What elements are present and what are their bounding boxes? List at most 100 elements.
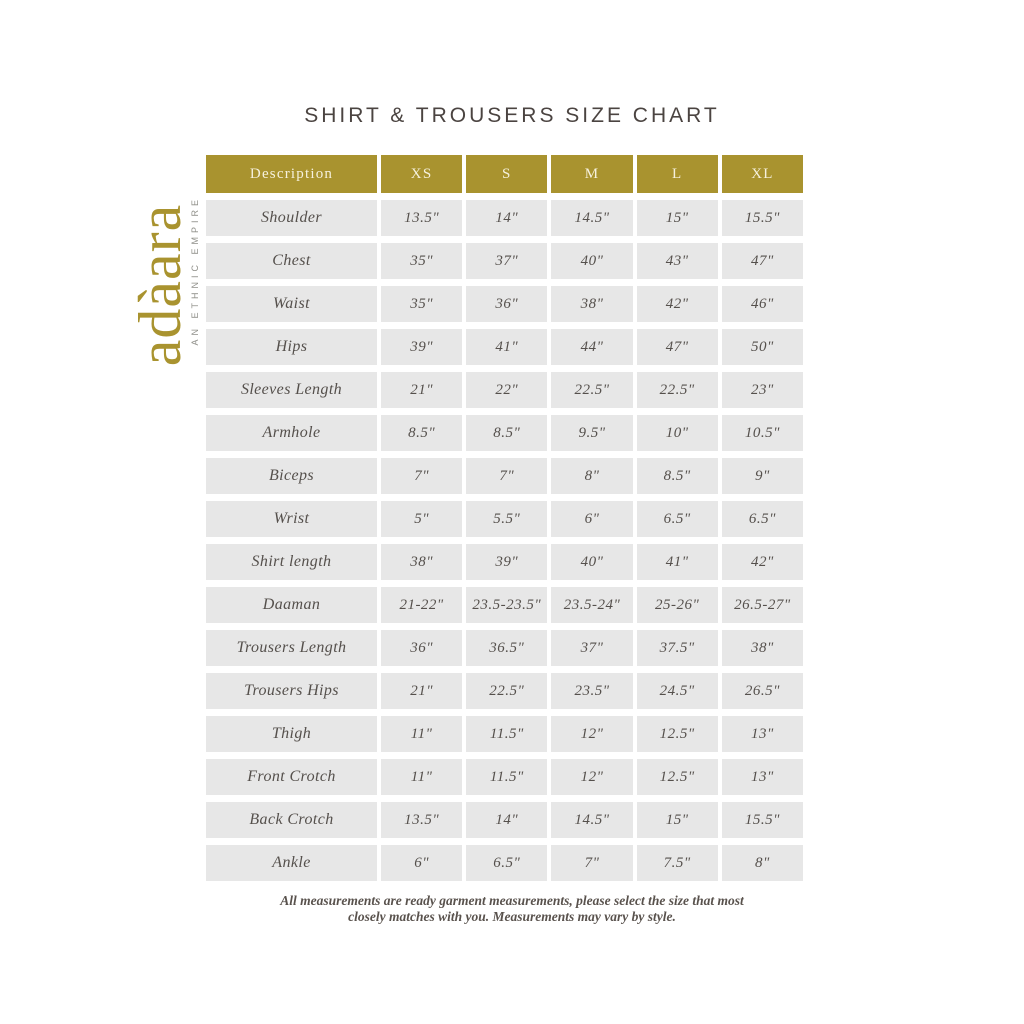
footer-line-1: All measurements are ready garment measu… <box>280 893 744 908</box>
row-label: Wrist <box>206 501 377 537</box>
measurement-cell: 22" <box>466 372 548 408</box>
measurement-cell: 38" <box>381 544 463 580</box>
measurement-cell: 13.5" <box>381 802 463 838</box>
measurement-cell: 15" <box>636 802 718 838</box>
row-label: Hips <box>206 329 377 365</box>
measurement-cell: 26.5" <box>721 673 803 709</box>
row-label: Sleeves Length <box>206 372 377 408</box>
measurement-cell: 13.5" <box>381 200 463 236</box>
measurement-cell: 23.5-23.5" <box>466 587 548 623</box>
footer-note: All measurements are ready garment measu… <box>0 893 1024 924</box>
header-cell-xs: XS <box>381 155 463 193</box>
measurement-cell: 7" <box>466 458 548 494</box>
measurement-cell: 40" <box>551 243 633 279</box>
measurement-cell: 6.5" <box>466 845 548 881</box>
measurement-cell: 42" <box>636 286 718 322</box>
row-label: Daaman <box>206 587 377 623</box>
measurement-cell: 14.5" <box>551 200 633 236</box>
measurement-cell: 25-26" <box>636 587 718 623</box>
measurement-cell: 14.5" <box>551 802 633 838</box>
measurement-cell: 6" <box>551 501 633 537</box>
measurement-cell: 21" <box>381 372 463 408</box>
measurement-cell: 23" <box>721 372 803 408</box>
measurement-cell: 21" <box>381 673 463 709</box>
measurement-cell: 10.5" <box>721 415 803 451</box>
measurement-cell: 5.5" <box>466 501 548 537</box>
measurement-cell: 11.5" <box>466 716 548 752</box>
measurement-cell: 35" <box>381 243 463 279</box>
measurement-cell: 10" <box>636 415 718 451</box>
row-label: Chest <box>206 243 377 279</box>
measurement-cell: 9" <box>721 458 803 494</box>
measurement-cell: 8.5" <box>636 458 718 494</box>
row-label: Thigh <box>206 716 377 752</box>
measurement-cell: 46" <box>721 286 803 322</box>
measurement-cell: 38" <box>721 630 803 666</box>
measurement-cell: 41" <box>636 544 718 580</box>
measurement-cell: 6.5" <box>721 501 803 537</box>
measurement-cell: 47" <box>636 329 718 365</box>
measurement-cell: 38" <box>551 286 633 322</box>
measurement-cell: 7" <box>381 458 463 494</box>
measurement-cell: 7" <box>551 845 633 881</box>
measurement-cell: 15.5" <box>721 200 803 236</box>
header-cell-description: Description <box>206 155 377 193</box>
measurement-cell: 12.5" <box>636 716 718 752</box>
measurement-cell: 22.5" <box>466 673 548 709</box>
brand-logo: adàara AN ETHNIC EMPIRE <box>127 180 203 390</box>
header-cell-l: L <box>636 155 718 193</box>
measurement-cell: 35" <box>381 286 463 322</box>
measurement-cell: 15.5" <box>721 802 803 838</box>
measurement-cell: 14" <box>466 200 548 236</box>
measurement-cell: 42" <box>721 544 803 580</box>
measurement-cell: 5" <box>381 501 463 537</box>
brand-name: adàara <box>127 203 193 367</box>
measurement-cell: 6" <box>381 845 463 881</box>
row-label: Shirt length <box>206 544 377 580</box>
measurement-cell: 11" <box>381 759 463 795</box>
measurement-cell: 24.5" <box>636 673 718 709</box>
header-cell-m: M <box>551 155 633 193</box>
row-label: Front Crotch <box>206 759 377 795</box>
measurement-cell: 36" <box>381 630 463 666</box>
measurement-cell: 43" <box>636 243 718 279</box>
header-cell-xl: XL <box>721 155 803 193</box>
measurement-cell: 6.5" <box>636 501 718 537</box>
measurement-cell: 21-22" <box>381 587 463 623</box>
row-label: Shoulder <box>206 200 377 236</box>
row-label: Waist <box>206 286 377 322</box>
measurement-cell: 13" <box>721 716 803 752</box>
measurement-cell: 40" <box>551 544 633 580</box>
measurement-cell: 8" <box>551 458 633 494</box>
measurement-cell: 12.5" <box>636 759 718 795</box>
measurement-cell: 8.5" <box>466 415 548 451</box>
measurement-cell: 14" <box>466 802 548 838</box>
measurement-cell: 44" <box>551 329 633 365</box>
measurement-cell: 47" <box>721 243 803 279</box>
measurement-cell: 8" <box>721 845 803 881</box>
measurement-cell: 22.5" <box>551 372 633 408</box>
measurement-cell: 37" <box>551 630 633 666</box>
measurement-cell: 9.5" <box>551 415 633 451</box>
measurement-cell: 39" <box>466 544 548 580</box>
footer-line-2: closely matches with you. Measurements m… <box>348 908 676 924</box>
measurement-cell: 22.5" <box>636 372 718 408</box>
measurement-cell: 8.5" <box>381 415 463 451</box>
measurement-cell: 11.5" <box>466 759 548 795</box>
row-label: Armhole <box>206 415 377 451</box>
measurement-cell: 23.5" <box>551 673 633 709</box>
measurement-cell: 37" <box>466 243 548 279</box>
row-label: Biceps <box>206 458 377 494</box>
header-cell-s: S <box>466 155 548 193</box>
page-title: SHIRT & TROUSERS SIZE CHART <box>304 104 720 127</box>
row-label: Ankle <box>206 845 377 881</box>
measurement-cell: 7.5" <box>636 845 718 881</box>
measurement-cell: 23.5-24" <box>551 587 633 623</box>
measurement-cell: 36.5" <box>466 630 548 666</box>
measurement-cell: 36" <box>466 286 548 322</box>
measurement-cell: 50" <box>721 329 803 365</box>
row-label: Back Crotch <box>206 802 377 838</box>
measurement-cell: 11" <box>381 716 463 752</box>
row-label: Trousers Length <box>206 630 377 666</box>
